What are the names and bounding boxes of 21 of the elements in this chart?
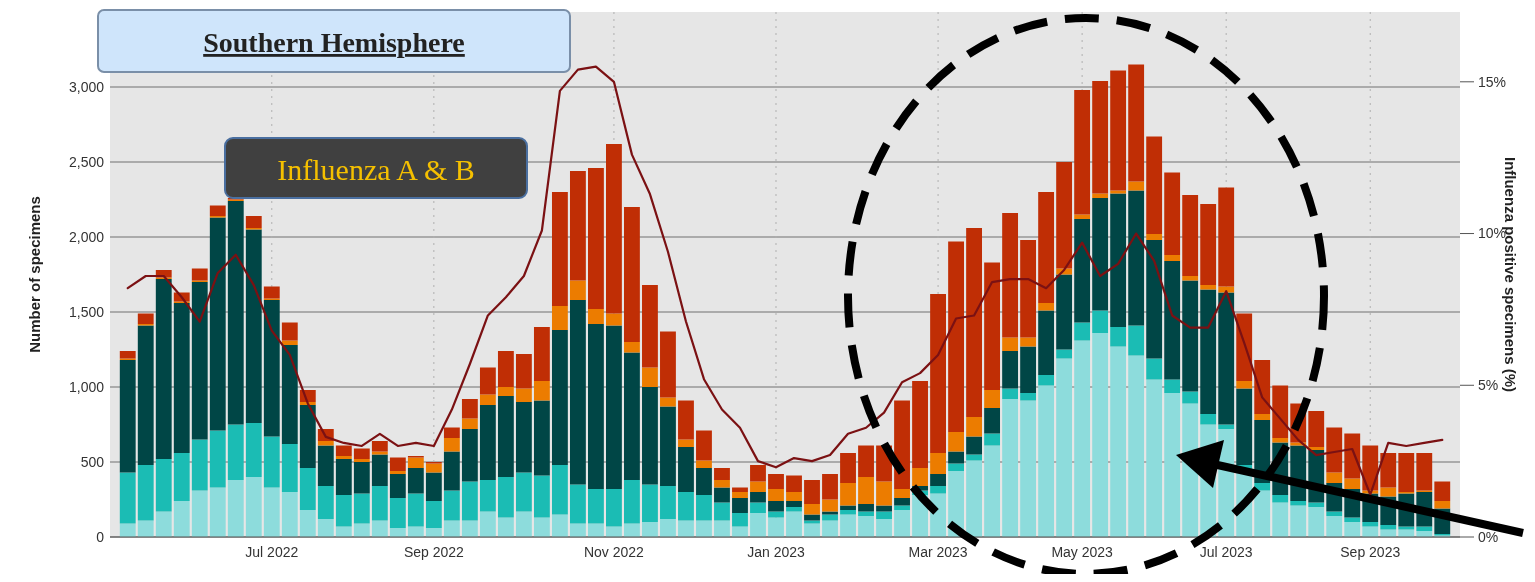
x-tick-label: Jul 2023 <box>1199 544 1253 560</box>
y-tick-label: 500 <box>80 453 105 470</box>
text: Southern Hemisphere <box>203 27 465 58</box>
x-tick-label: May 2023 <box>1051 544 1114 560</box>
y2-tick-label: 5% <box>1478 377 1499 394</box>
y-tick-label: 1,000 <box>68 378 105 395</box>
x-tick-label: Sep 2023 <box>1340 544 1401 560</box>
y2-tick-label: 0% <box>1478 528 1499 545</box>
x-tick-label: Mar 2023 <box>908 544 968 560</box>
annotation: Influenza A & B <box>277 153 475 186</box>
y-tick-label: 0 <box>96 528 105 545</box>
y-tick-label: 3,000 <box>68 78 105 95</box>
x-tick-label: Sep 2022 <box>403 544 465 560</box>
y-axis-title: Number of specimens <box>26 196 43 353</box>
x-tick-label: Jan 2023 <box>747 544 806 560</box>
y-tick-label: 1,500 <box>68 303 105 320</box>
y2-tick-label: 15% <box>1478 73 1507 90</box>
y-tick-label: 2,000 <box>68 228 105 245</box>
x-tick-label: Jul 2022 <box>245 544 299 560</box>
x-tick-label: Nov 2022 <box>583 544 645 560</box>
y-tick-label: 2,500 <box>68 153 105 170</box>
